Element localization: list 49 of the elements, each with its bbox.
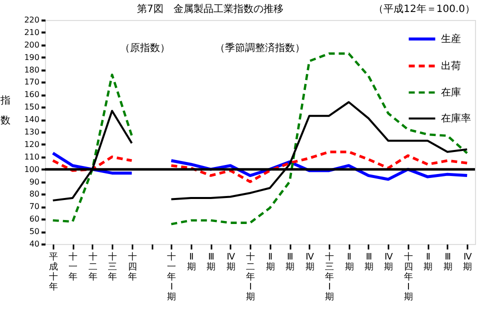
x-tick-label: 十二年 (88, 252, 98, 282)
x-tick-label: Ⅲ期 (286, 252, 295, 272)
legend-label: 出荷 (441, 60, 461, 72)
y-tick-label: 150 (24, 102, 40, 112)
annotation: （季節調整済指数） (215, 42, 305, 54)
x-tick-label: Ⅱ期 (186, 252, 196, 272)
x-tick-label: 十三年Ⅰ期 (325, 252, 334, 302)
x-tick-label: Ⅳ期 (226, 252, 236, 272)
x-tick-label: 十四年Ⅰ期 (404, 252, 413, 302)
x-tick-label: Ⅱ期 (344, 252, 354, 272)
y-axis-title: 指数 (0, 94, 10, 127)
y-tick-label: 160 (24, 90, 40, 100)
y-tick-label: 210 (24, 28, 40, 37)
x-tick-label: Ⅱ期 (266, 252, 275, 272)
y-tick-label: 170 (24, 78, 40, 87)
x-tick-label: 十四年 (128, 252, 137, 282)
y-tick-label: 130 (24, 128, 40, 136)
y-tick-label: 180 (24, 65, 40, 74)
y-tick-label: 60 (29, 214, 40, 224)
chart-title: 第7図 金属製品工業指数の推移 (137, 3, 284, 15)
y-tick-label: 110 (24, 152, 40, 162)
y-tick-label: 70 (29, 202, 40, 212)
x-tick-label: Ⅳ期 (463, 252, 472, 272)
x-tick-label: Ⅲ期 (364, 252, 374, 272)
x-tick-label: Ⅳ期 (384, 252, 394, 272)
y-tick-label: 200 (24, 40, 40, 50)
y-tick-label: 120 (24, 140, 40, 149)
legend-label: 在庫 (441, 86, 461, 98)
x-tick-label: 十一年Ⅰ期 (167, 252, 176, 302)
annotation: （原指数） (120, 42, 170, 54)
x-tick-label: Ⅱ期 (424, 252, 433, 272)
x-tick-label: 平成十年 (48, 252, 58, 292)
legend-label: 生産 (441, 33, 461, 45)
y-tick-label: 80 (29, 190, 40, 199)
x-tick-label: Ⅲ期 (443, 252, 452, 272)
x-tick-label: 十二年Ⅰ期 (246, 252, 256, 302)
x-tick-label: Ⅳ期 (305, 252, 315, 272)
chart-subtitle: （平成12年＝100.0） (374, 3, 475, 15)
x-tick-label: 十三年 (108, 252, 118, 282)
y-tick-label: 140 (24, 115, 40, 124)
y-tick-label: 100 (24, 164, 40, 174)
y-tick-label: 220 (24, 16, 40, 24)
y-tick-label: 40 (29, 240, 40, 248)
legend-label: 在庫率 (441, 112, 471, 124)
y-tick-label: 90 (29, 177, 40, 186)
x-tick-label: Ⅲ期 (206, 252, 216, 272)
x-tick-label: 十一年 (68, 252, 78, 282)
y-tick-label: 50 (29, 227, 40, 236)
y-tick-label: 190 (24, 52, 40, 62)
